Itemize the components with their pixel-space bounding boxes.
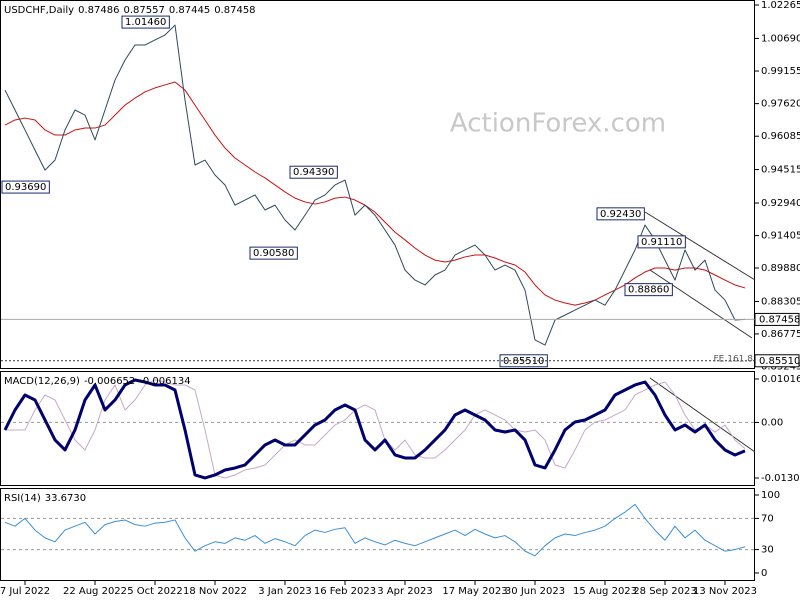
panel-header: USDCHF,Daily 0.87486 0.87557 0.87445 0.87458 [4,5,256,16]
series-line [4,81,746,306]
price-annotation-box [499,354,548,368]
price-annotation-box [596,207,645,221]
y-tick-label: 1.00690 [761,33,800,44]
price-annotation: 0.85510 [503,356,544,367]
channel-line [644,211,756,281]
y-tick-label: 0.92940 [761,198,800,209]
header-part: RSI(14) [4,493,41,504]
panel-header: RSI(14) 33.6730 [4,493,86,504]
x-tick-label: 5 Oct 2022 [127,586,182,597]
x-tick-label: 7 Jul 2022 [0,586,50,597]
price-annotation-box [249,246,298,260]
x-tick-label: 28 Sep 2023 [633,586,696,597]
price-annotation: 0.91110 [641,237,682,248]
x-tick-label: 18 Nov 2022 [183,586,247,597]
series-line [4,503,746,557]
price-annotation-box [1,180,50,194]
series-line [3,378,746,480]
price-panel [0,0,755,369]
y-tick-label: -0.013006 [761,473,800,484]
x-tick-label: 17 May 2023 [442,586,507,597]
y-tick-label: 0.96085 [761,131,800,142]
x-tick-label: 13 Nov 2023 [693,586,757,597]
y-tick-label: 0.88305 [761,296,800,307]
watermark: ActionForex.com [450,109,666,139]
y-tick-label: 0 [761,568,767,579]
price-annotation: 0.90580 [253,248,294,259]
price-annotation: 0.94390 [293,167,334,178]
header-part: 33.6730 [45,493,86,504]
y-tick-label: 70 [761,513,774,524]
fe-price-label: 0.85510 [759,356,800,367]
price-annotation: 0.92430 [600,209,641,220]
y-tick-label: 0.00 [761,417,783,428]
series-line [5,379,746,479]
y-tick-label: 0.99155 [761,66,800,77]
x-tick-label: 15 Aug 2023 [573,586,637,597]
y-tick-label: 0.94515 [761,165,800,176]
y-tick-label: 0.86775 [761,329,800,340]
price-annotation-box [121,15,170,29]
header-part: USDCHF,Daily [4,5,74,16]
y-tick-label: 30 [761,545,774,556]
rsi-panel [0,488,755,581]
header-part: -0.006134 [139,376,190,387]
last-price-box [754,312,800,326]
channel-line [649,269,753,339]
last-price-label: 0.87458 [759,314,800,325]
price-annotation: 1.01460 [125,17,166,28]
macd-panel [0,371,755,486]
y-tick-label: 1.02265 [761,0,800,11]
price-annotation-box [637,235,686,249]
header-part: 0.87557 [123,5,164,16]
header-part: 0.87486 [78,5,119,16]
price-annotation-box [289,165,338,179]
y-tick-label: 0.97620 [761,99,800,110]
header-part: 0.87445 [169,5,210,16]
x-tick-label: 16 Feb 2023 [314,586,376,597]
price-annotation: 0.88860 [628,285,669,296]
fe-label: FE 161.8 [714,354,754,364]
price-annotation: 0.93690 [5,182,46,193]
x-tick-label: 30 Jun 2023 [505,586,565,597]
y-tick-label: 0.91405 [761,231,800,242]
panel-header: MACD(12,26,9) -0.006652 -0.006134 [4,376,191,387]
price-annotation-box [624,283,673,297]
macd-trend-line [649,377,756,453]
header-part: 0.87458 [214,5,255,16]
series-line [4,24,746,346]
x-tick-label: 3 Apr 2023 [377,586,432,597]
header-part: -0.006652 [84,376,135,387]
x-tick-label: 22 Aug 2022 [63,586,127,597]
x-tick-label: 3 Jan 2023 [258,586,312,597]
y-tick-label: 100 [761,490,780,501]
fe-price-box [754,354,800,368]
y-tick-label: 0.010166 [761,374,800,385]
header-part: MACD(12,26,9) [4,376,80,387]
y-tick-label: 0.89880 [761,263,800,274]
